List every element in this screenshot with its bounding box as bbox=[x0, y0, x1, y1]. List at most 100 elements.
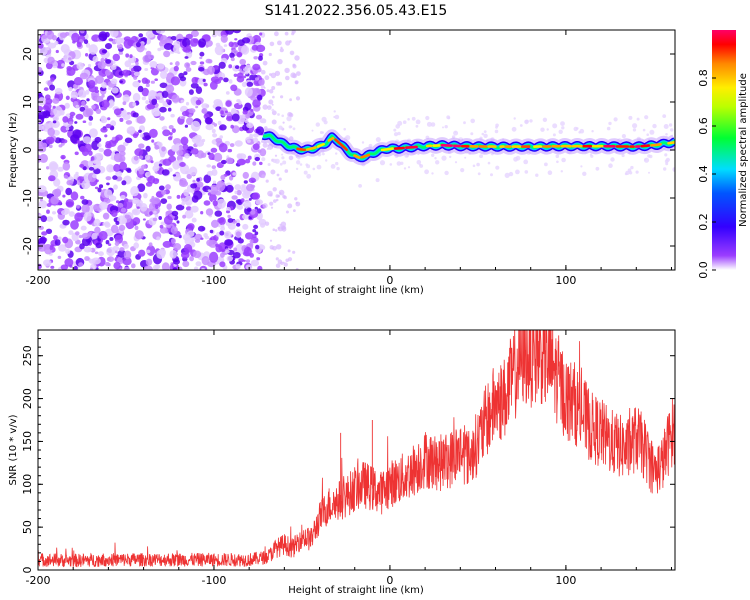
noise-blob bbox=[132, 217, 141, 225]
noise-blob bbox=[389, 163, 393, 166]
noise-blob bbox=[158, 163, 163, 167]
noise-blob bbox=[184, 210, 194, 219]
noise-blob bbox=[123, 38, 133, 49]
noise-blob bbox=[120, 207, 127, 213]
noise-blob bbox=[242, 171, 249, 179]
noise-blob bbox=[55, 49, 59, 54]
noise-blob bbox=[243, 200, 252, 210]
noise-blob bbox=[191, 217, 197, 223]
noise-blob bbox=[114, 250, 118, 254]
noise-blob bbox=[181, 116, 186, 120]
noise-blob bbox=[162, 125, 168, 130]
noise-blob bbox=[192, 179, 196, 183]
noise-blob bbox=[132, 133, 138, 139]
noise-blob bbox=[97, 187, 102, 193]
noise-blob bbox=[38, 214, 43, 218]
noise-blob bbox=[38, 105, 43, 112]
noise-blob bbox=[217, 120, 222, 126]
noise-blob bbox=[246, 139, 251, 144]
noise-blob bbox=[290, 72, 297, 78]
noise-blob bbox=[214, 210, 223, 217]
noise-blob bbox=[141, 164, 147, 169]
colorbar-ticks: 0.0 0.2 0.4 0.6 0.8 bbox=[697, 69, 716, 279]
noise-blob bbox=[248, 177, 256, 184]
noise-blob bbox=[180, 99, 184, 104]
noise-blob bbox=[236, 189, 242, 196]
noise-blob bbox=[454, 161, 458, 164]
noise-blob bbox=[273, 199, 277, 203]
noise-blob bbox=[121, 180, 127, 186]
noise-blob bbox=[212, 180, 217, 184]
noise-blob bbox=[73, 265, 78, 270]
snr-series bbox=[38, 330, 675, 568]
noise-blob bbox=[146, 245, 156, 256]
noise-blob bbox=[140, 133, 144, 138]
noise-blob bbox=[225, 184, 234, 193]
noise-blob bbox=[233, 73, 238, 78]
noise-blob bbox=[47, 42, 57, 49]
noise-blob bbox=[621, 153, 625, 158]
noise-blob bbox=[201, 103, 210, 109]
noise-blob bbox=[582, 171, 587, 176]
noise-blob bbox=[85, 42, 91, 48]
noise-blob bbox=[262, 119, 267, 124]
noise-blob bbox=[180, 136, 189, 146]
noise-blob bbox=[208, 152, 215, 160]
noise-blob bbox=[229, 206, 233, 209]
noise-blob bbox=[255, 44, 266, 53]
noise-blob bbox=[79, 30, 85, 34]
noise-blob bbox=[131, 197, 140, 204]
noise-blob bbox=[91, 106, 96, 110]
noise-blob bbox=[79, 179, 83, 184]
noise-blob bbox=[296, 71, 301, 76]
noise-blob bbox=[196, 150, 204, 159]
noise-blob bbox=[185, 67, 192, 72]
noise-blob bbox=[330, 164, 336, 169]
noise-blob bbox=[560, 170, 563, 173]
noise-blob bbox=[115, 221, 120, 225]
noise-blob bbox=[219, 230, 225, 236]
noise-blob bbox=[119, 117, 124, 122]
ridge-peak bbox=[440, 143, 453, 147]
noise-blob bbox=[52, 211, 56, 215]
noise-blob bbox=[110, 30, 119, 38]
noise-blob bbox=[50, 195, 59, 205]
noise-blob bbox=[65, 248, 71, 254]
noise-blob bbox=[190, 82, 199, 89]
noise-blob bbox=[238, 258, 244, 263]
noise-blob bbox=[88, 115, 94, 121]
noise-blob bbox=[252, 143, 260, 151]
noise-blob bbox=[245, 112, 251, 119]
noise-blob bbox=[159, 227, 168, 234]
noise-blob bbox=[101, 94, 105, 98]
noise-blob bbox=[69, 111, 76, 117]
colorbar-tick-label: 0.6 bbox=[697, 117, 710, 135]
noise-blob bbox=[188, 108, 196, 114]
noise-blob bbox=[48, 161, 58, 172]
noise-blob bbox=[179, 180, 189, 187]
noise-blob bbox=[94, 136, 102, 143]
noise-blob bbox=[63, 175, 69, 179]
noise-blob bbox=[126, 168, 132, 173]
noise-blob bbox=[269, 239, 273, 242]
noise-blob bbox=[94, 186, 99, 190]
ridge-peak bbox=[327, 136, 335, 142]
noise-blob bbox=[146, 249, 151, 254]
noise-blob bbox=[171, 94, 180, 103]
noise-blob bbox=[664, 153, 668, 157]
noise-blob bbox=[148, 242, 153, 247]
noise-blob bbox=[214, 79, 222, 84]
noise-blob bbox=[93, 218, 101, 227]
snr-x-axis-label: Height of straight line (km) bbox=[288, 585, 424, 596]
noise-blob bbox=[274, 154, 278, 157]
noise-blob bbox=[294, 197, 298, 201]
noise-blob bbox=[48, 175, 56, 182]
noise-blob bbox=[198, 38, 207, 48]
noise-blob bbox=[252, 229, 257, 233]
noise-blob bbox=[276, 244, 282, 250]
noise-blob bbox=[275, 198, 279, 202]
noise-blob bbox=[226, 255, 233, 262]
noise-blob bbox=[98, 184, 104, 189]
x-tick-label: 100 bbox=[555, 274, 576, 287]
noise-blob bbox=[281, 153, 284, 156]
